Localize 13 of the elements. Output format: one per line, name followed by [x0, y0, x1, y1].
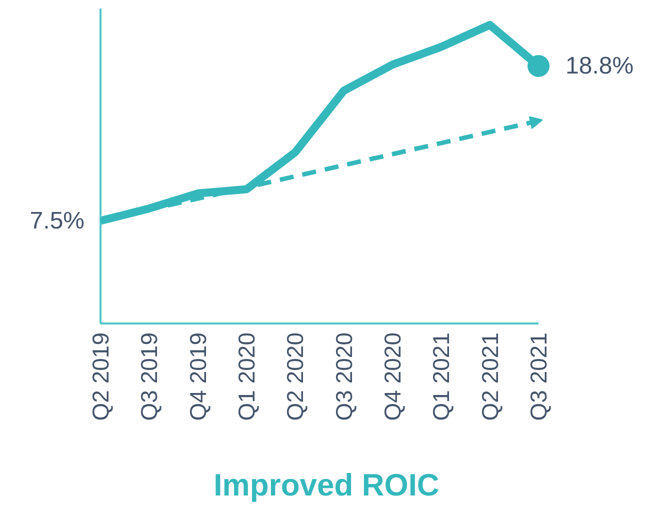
- x-tick-label: Q1 2021: [428, 332, 454, 421]
- data-label: 7.5%: [30, 207, 84, 234]
- x-tick-label: Q4 2020: [380, 332, 406, 421]
- x-tick-label: Q3 2019: [136, 332, 162, 421]
- x-tick-label: Q2 2020: [282, 332, 308, 421]
- x-tick-label: Q3 2021: [526, 332, 552, 421]
- text: Improved ROIC: [214, 468, 440, 503]
- x-tick-label: Q2 2021: [476, 332, 503, 421]
- x-tick-label: Q1 2020: [234, 332, 260, 421]
- x-tick-label: Q2 2019: [88, 332, 114, 421]
- data-label: 18.8%: [566, 52, 634, 80]
- x-tick-label: Q3 2020: [330, 332, 357, 421]
- x-tick-label: Q4 2019: [184, 332, 211, 421]
